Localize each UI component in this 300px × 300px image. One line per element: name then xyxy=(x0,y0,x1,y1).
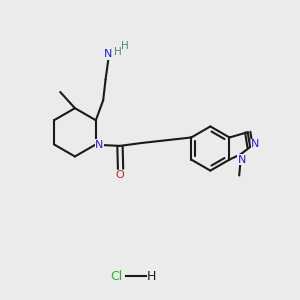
Text: O: O xyxy=(116,170,124,180)
Text: N: N xyxy=(251,139,260,149)
Text: H: H xyxy=(147,269,156,283)
Text: N: N xyxy=(104,49,113,59)
Text: H: H xyxy=(114,47,122,57)
Text: H: H xyxy=(121,41,129,51)
Text: N: N xyxy=(238,154,246,165)
Text: Cl: Cl xyxy=(110,269,122,283)
Text: N: N xyxy=(95,140,103,150)
Text: N: N xyxy=(95,140,103,150)
